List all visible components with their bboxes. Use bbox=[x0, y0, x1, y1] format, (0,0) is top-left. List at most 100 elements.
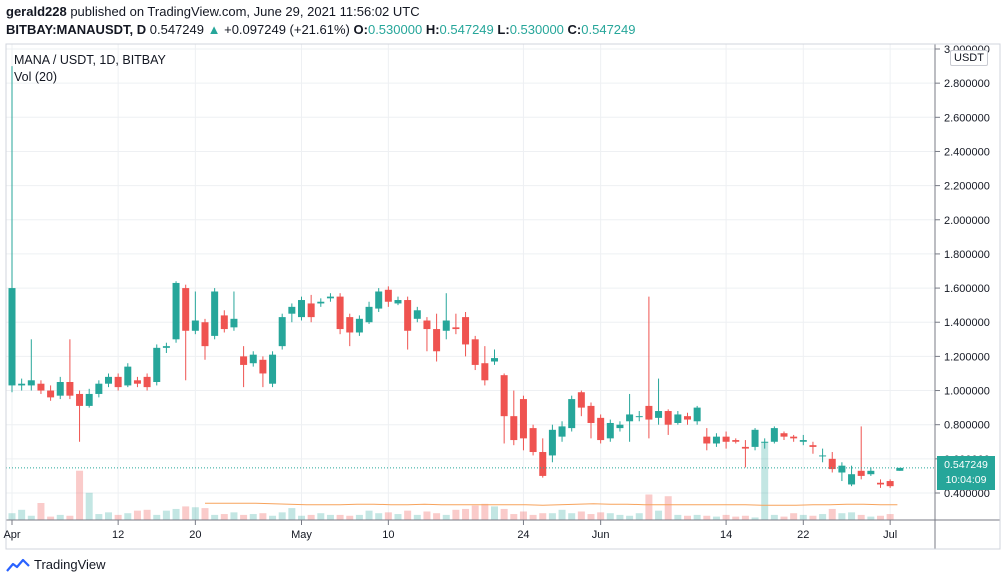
candle-body bbox=[751, 429, 759, 447]
candle-body bbox=[693, 407, 701, 422]
volume-bar bbox=[95, 514, 103, 520]
candle-body bbox=[857, 470, 865, 476]
candle-body bbox=[684, 416, 691, 420]
volume-bar bbox=[491, 506, 498, 520]
candle bbox=[85, 388, 93, 408]
volume-ma-line bbox=[205, 502, 898, 506]
candle bbox=[269, 351, 277, 388]
currency-unit-button[interactable]: USDT bbox=[950, 50, 988, 66]
time-tick-label: 20 bbox=[189, 529, 201, 541]
candle-body bbox=[423, 320, 431, 330]
candle-body bbox=[269, 354, 277, 384]
candle-body bbox=[355, 318, 363, 333]
price-tick-label: 2.200000 bbox=[944, 181, 990, 193]
candle bbox=[539, 438, 547, 478]
volume-bar bbox=[413, 514, 421, 520]
candle-body bbox=[462, 317, 470, 345]
volume-bar bbox=[317, 513, 325, 520]
volume-bar bbox=[770, 514, 778, 520]
candle-body bbox=[56, 382, 64, 396]
candle bbox=[722, 431, 730, 449]
candle-body bbox=[288, 306, 296, 314]
candle-body bbox=[616, 424, 624, 429]
candle bbox=[365, 301, 373, 324]
candle bbox=[66, 339, 74, 400]
candle bbox=[635, 411, 643, 422]
candle-body bbox=[664, 411, 672, 425]
volume-bar bbox=[278, 512, 286, 520]
candle bbox=[568, 395, 576, 432]
open-label: O: bbox=[353, 22, 368, 37]
candle bbox=[645, 296, 653, 439]
time-tick-label: 24 bbox=[517, 529, 529, 541]
candle-body bbox=[375, 291, 383, 309]
volume-bar bbox=[298, 515, 305, 520]
candle bbox=[317, 298, 325, 307]
volume-legend: Vol (20) bbox=[14, 70, 58, 84]
candle bbox=[809, 441, 817, 454]
candle bbox=[703, 428, 711, 451]
volume-bar bbox=[761, 441, 769, 520]
candle-body bbox=[365, 306, 373, 323]
volume-bar bbox=[18, 509, 26, 520]
volume-bar bbox=[85, 492, 93, 520]
candle bbox=[741, 440, 749, 468]
candle bbox=[838, 462, 846, 482]
volume-bar bbox=[442, 514, 450, 520]
candle bbox=[529, 424, 537, 456]
price-tick-label: 2.400000 bbox=[944, 146, 990, 158]
candle bbox=[606, 419, 614, 442]
candle-body bbox=[712, 436, 720, 444]
volume-bar bbox=[114, 514, 122, 520]
candle bbox=[18, 378, 26, 391]
candle-body bbox=[433, 329, 441, 352]
author-name[interactable]: gerald228 bbox=[6, 4, 67, 19]
volume-bar bbox=[307, 514, 315, 520]
candle-body bbox=[259, 359, 267, 374]
volume-bar bbox=[568, 513, 576, 520]
candle bbox=[394, 296, 402, 306]
candle bbox=[433, 313, 441, 362]
volume-bar bbox=[539, 513, 547, 520]
candle bbox=[220, 310, 228, 333]
current-price-value: 0.547249 bbox=[944, 459, 988, 471]
time-tick-label: 10 bbox=[382, 529, 394, 541]
candle bbox=[172, 281, 180, 343]
volume-bar bbox=[674, 514, 682, 520]
volume-bar bbox=[375, 513, 383, 520]
candle bbox=[616, 421, 624, 432]
tradingview-logo-icon bbox=[6, 558, 30, 572]
volume-bar bbox=[259, 513, 267, 520]
candle-body bbox=[703, 436, 711, 444]
candle-body bbox=[336, 296, 344, 330]
candle-body bbox=[220, 315, 228, 330]
candle-body bbox=[162, 346, 170, 348]
candle bbox=[761, 438, 769, 449]
candle-body bbox=[317, 301, 325, 304]
candle bbox=[336, 293, 344, 335]
candle bbox=[664, 409, 672, 435]
candle bbox=[413, 306, 421, 323]
volume-bar bbox=[240, 514, 248, 520]
candle bbox=[548, 424, 556, 463]
candle bbox=[95, 380, 103, 398]
candle-body bbox=[828, 458, 836, 470]
candle-body bbox=[732, 440, 740, 442]
candle bbox=[780, 431, 788, 441]
candle-body bbox=[211, 291, 219, 336]
candle bbox=[655, 378, 663, 425]
low-label: L: bbox=[497, 22, 510, 37]
candle-body bbox=[182, 288, 190, 331]
footer-brand[interactable]: TradingView bbox=[6, 557, 106, 572]
candle-body bbox=[819, 455, 827, 457]
candle bbox=[693, 405, 701, 425]
time-tick-label: 22 bbox=[797, 529, 809, 541]
candle-body bbox=[442, 320, 450, 331]
candle bbox=[249, 351, 257, 367]
last-price: 0.547249 bbox=[149, 22, 204, 37]
time-tick-label: 14 bbox=[720, 529, 732, 541]
candle bbox=[211, 288, 219, 340]
candlesticks bbox=[8, 66, 904, 488]
volume-bar bbox=[452, 509, 460, 520]
